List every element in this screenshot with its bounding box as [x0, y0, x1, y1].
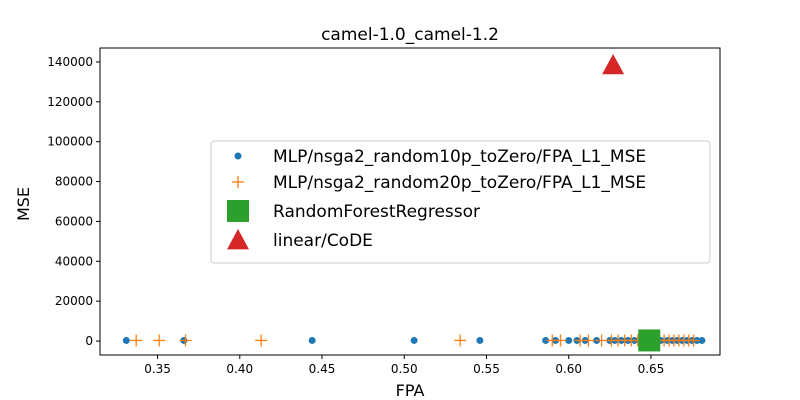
y-axis-label: MSE [14, 187, 33, 221]
y-tick-label: 20000 [55, 294, 93, 308]
data-point [130, 334, 143, 347]
data-point [153, 334, 166, 347]
x-tick-label: 0.55 [473, 362, 500, 376]
data-point [255, 334, 268, 347]
chart-title: camel-1.0_camel-1.2 [321, 25, 499, 45]
data-point-large [638, 329, 661, 352]
legend-box [210, 140, 711, 264]
y-tick-label: 60000 [55, 214, 93, 228]
legend-label: MLP/nsga2_random20p_toZero/FPA_L1_MSE [273, 173, 646, 193]
legend-label: RandomForestRegressor [273, 202, 480, 222]
data-point [687, 334, 700, 347]
y-tick-label: 40000 [55, 254, 93, 268]
y-axis-ticks: 0 20000 40000 60000 80000 100000 120000 140000 [47, 55, 100, 348]
x-tick-label: 0.40 [226, 362, 253, 376]
y-tick-label: 100000 [47, 135, 93, 149]
data-marks [122, 53, 706, 352]
legend: MLP/nsga2_random10p_toZero/FPA_L1_MSE MLP… [210, 140, 711, 264]
legend-marker [227, 229, 249, 250]
x-tick-label: 0.60 [555, 362, 582, 376]
data-point [476, 336, 484, 344]
series-2 [638, 329, 661, 352]
data-point [308, 336, 316, 344]
x-tick-label: 0.65 [638, 362, 665, 376]
y-tick-label: 80000 [55, 175, 93, 189]
data-point [698, 336, 706, 344]
data-point [542, 336, 550, 344]
data-point [122, 336, 130, 344]
x-tick-label: 0.45 [309, 362, 336, 376]
data-point [582, 334, 595, 347]
data-point [565, 336, 573, 344]
x-tick-label: 0.35 [144, 362, 171, 376]
legend-marker [232, 176, 244, 188]
data-point [179, 334, 192, 347]
x-tick-label: 0.50 [391, 362, 418, 376]
legend-marker [234, 152, 242, 160]
data-point [410, 336, 418, 344]
data-point-large [602, 53, 625, 75]
x-axis-ticks: 0.35 0.40 0.45 0.50 0.55 0.60 0.65 [144, 355, 664, 376]
data-point [454, 334, 467, 347]
legend-marker [227, 200, 249, 222]
plot-frame [99, 47, 721, 356]
y-tick-label: 0 [85, 334, 93, 348]
y-tick-label: 120000 [47, 95, 93, 109]
series-3 [602, 53, 625, 75]
y-tick-label: 140000 [47, 55, 93, 69]
legend-label: linear/CoDE [273, 231, 373, 251]
x-axis-label: FPA [396, 381, 425, 400]
data-point [554, 334, 567, 347]
legend-label: MLP/nsga2_random10p_toZero/FPA_L1_MSE [273, 147, 646, 167]
